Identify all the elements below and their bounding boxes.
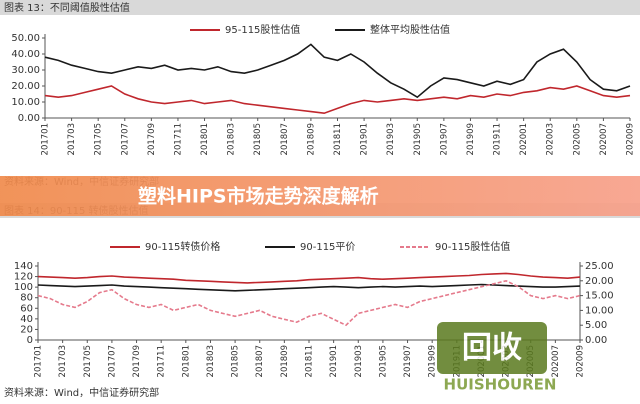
- watermark-logo-text: 回收: [462, 331, 522, 366]
- y-tick-label: 30.00: [11, 65, 40, 76]
- x-tick-label: 202009: [626, 123, 636, 155]
- watermark: 回收 HUISHOUREN: [437, 322, 556, 394]
- y-tick-label: 20: [20, 324, 33, 335]
- x-tick-label: 201707: [107, 345, 117, 377]
- y-tick-label: 140: [14, 261, 33, 272]
- x-tick-label: 201711: [173, 123, 183, 155]
- x-tick-label: 201703: [58, 345, 68, 377]
- y2-tick-label: 10.00: [585, 305, 614, 316]
- y-tick-label: 80: [20, 293, 33, 304]
- legend-label: 90-115股性估值: [435, 240, 510, 253]
- x-tick-label: 201901: [329, 345, 339, 377]
- y2-tick-label: 20.00: [585, 276, 614, 287]
- watermark-logo: [437, 322, 547, 374]
- y-tick-label: 20.00: [11, 81, 40, 92]
- chart-title: 图表 13：不同阈值股性估值: [4, 1, 130, 14]
- x-tick-label: 201903: [354, 345, 364, 377]
- x-tick-label: 201905: [378, 345, 388, 377]
- x-tick-label: 202009: [576, 345, 586, 377]
- legend-label: 90-115转债价格: [145, 240, 220, 253]
- x-tick-label: 201801: [181, 345, 191, 377]
- x-tick-label: 201703: [67, 123, 77, 155]
- x-tick-label: 201701: [41, 123, 51, 155]
- x-tick-label: 201909: [428, 345, 438, 377]
- y-tick-label: 0.00: [18, 113, 40, 124]
- series-line: [37, 279, 581, 327]
- x-tick-label: 201705: [94, 123, 104, 155]
- watermark-brand: HUISHOUREN: [444, 376, 557, 394]
- series-line: [37, 272, 581, 284]
- x-tick-label: 201803: [227, 123, 237, 155]
- x-tick-label: 202001: [519, 123, 529, 155]
- x-tick-label: 202003: [546, 123, 556, 155]
- series-line: [44, 85, 631, 115]
- y-tick-label: 10.00: [11, 97, 40, 108]
- x-tick-label: 202005: [572, 123, 582, 155]
- y-tick-label: 40.00: [11, 49, 40, 60]
- x-tick-label: 201805: [231, 345, 241, 377]
- y-tick-label: 0: [27, 335, 33, 346]
- y2-tick-label: 25.00: [585, 261, 614, 272]
- x-tick-label: 201707: [120, 123, 130, 155]
- y-tick-label: 100: [14, 282, 33, 293]
- x-tick-label: 201911: [493, 123, 503, 155]
- x-tick-label: 201907: [439, 123, 449, 155]
- x-tick-label: 201907: [403, 345, 413, 377]
- x-tick-label: 201901: [360, 123, 370, 155]
- x-tick-label: 201805: [253, 123, 263, 155]
- series-line: [44, 43, 631, 99]
- y-tick-label: 40: [20, 314, 33, 325]
- y2-tick-label: 0.00: [585, 335, 607, 346]
- title-bar: [0, 0, 640, 15]
- x-tick-label: 201803: [206, 345, 216, 377]
- x-tick-label: 201709: [147, 123, 157, 155]
- x-tick-label: 201909: [466, 123, 476, 155]
- x-tick-label: 201905: [413, 123, 423, 155]
- x-tick-label: 202007: [551, 345, 561, 377]
- x-tick-label: 201711: [157, 345, 167, 377]
- y-tick-label: 60: [20, 303, 33, 314]
- chart-source: 资料来源：Wind，中信证券研究部: [4, 386, 159, 399]
- x-tick-label: 201809: [280, 345, 290, 377]
- x-tick-label: 201701: [34, 345, 44, 377]
- y-tick-label: 50.00: [11, 33, 40, 44]
- x-tick-label: 201811: [333, 123, 343, 155]
- x-tick-label: 201807: [280, 123, 290, 155]
- legend-label: 90-115平价: [300, 241, 355, 253]
- y2-tick-label: 15.00: [585, 291, 614, 302]
- x-tick-label: 201705: [83, 345, 93, 377]
- x-tick-label: 202007: [599, 123, 609, 155]
- x-tick-label: 201801: [200, 123, 210, 155]
- x-tick-label: 201903: [386, 123, 396, 155]
- banner-bg: [0, 176, 640, 216]
- x-tick-label: 201811: [305, 345, 315, 377]
- legend-label: 整体平均股性估值: [370, 23, 450, 36]
- y2-tick-label: 5.00: [585, 320, 607, 331]
- series-line: [37, 283, 581, 292]
- x-tick-label: 201807: [255, 345, 265, 377]
- x-tick-label: 201709: [132, 345, 142, 377]
- y-tick-label: 120: [14, 272, 33, 283]
- legend-label: 95-115股性估值: [225, 23, 300, 36]
- x-tick-label: 201809: [306, 123, 316, 155]
- banner-title: 塑料HIPS市场走势深度解析: [138, 185, 379, 208]
